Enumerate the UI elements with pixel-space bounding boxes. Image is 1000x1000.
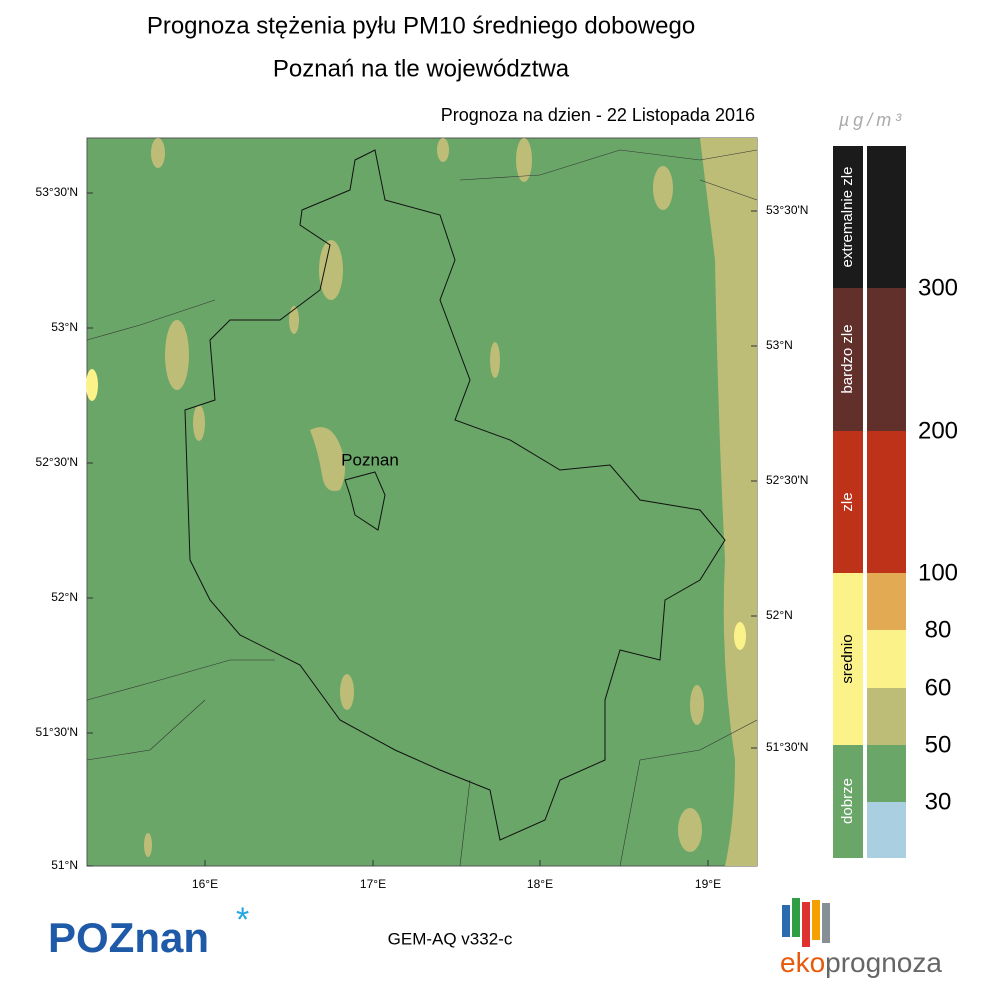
- lon-label: 19°E: [695, 877, 721, 891]
- lat-label: 53°30'N: [36, 185, 78, 199]
- legend-swatch: [833, 288, 863, 431]
- legend-swatch: [867, 573, 906, 630]
- pollution-area: [340, 674, 354, 710]
- legend-swatch: [867, 431, 906, 573]
- voivodeship-border: [184, 149, 726, 841]
- legend-threshold: 30: [925, 788, 952, 815]
- lat-label: 51°30'N: [766, 740, 808, 754]
- pollution-area: [700, 138, 757, 866]
- pollution-area: [144, 833, 152, 857]
- lon-label: 18°E: [527, 877, 553, 891]
- legend-threshold: 50: [925, 731, 952, 758]
- lat-label: 51°N: [51, 858, 78, 872]
- legend-threshold: 300: [918, 274, 958, 301]
- title: Prognoza stężenia pyłu PM10 średniego do…: [147, 12, 695, 39]
- pollution-area: [319, 240, 343, 300]
- legend-swatch: [867, 745, 906, 802]
- pollution-area: [516, 138, 532, 182]
- lat-label: 52°N: [51, 590, 78, 604]
- pollution-area: [289, 306, 299, 334]
- brand-prefix: eko: [780, 947, 825, 978]
- legend-swatch: [867, 688, 906, 745]
- legend-swatch: [833, 573, 863, 745]
- pollution-area: [734, 622, 746, 650]
- city-logo: POZnan: [48, 914, 209, 961]
- lat-label: 51°30'N: [36, 725, 78, 739]
- lat-label: 53°30'N: [766, 203, 808, 217]
- pollution-area: [437, 138, 449, 162]
- legend-category: bardzo zle: [839, 324, 856, 393]
- brand-rest: prognoza: [825, 947, 942, 978]
- pollution-area: [490, 342, 500, 378]
- pollution-area: [678, 808, 702, 852]
- legend-category: srednio: [839, 634, 856, 683]
- legend-swatch: [833, 745, 863, 858]
- legend-category: zle: [839, 492, 856, 511]
- pollution-area: [165, 320, 189, 390]
- brand-logo: ekoprognoza: [780, 947, 942, 978]
- subtitle: Poznań na tle województwa: [273, 55, 570, 82]
- legend-swatch: [867, 802, 906, 858]
- legend-threshold: 200: [918, 417, 958, 444]
- pollution-area: [151, 138, 165, 168]
- lat-label: 52°30'N: [36, 455, 78, 469]
- lat-label: 53°N: [51, 320, 78, 334]
- legend-category: dobrze: [839, 778, 856, 824]
- legend: µg/m³ extremalnie zle bardzo zle zle sredni…: [833, 110, 958, 858]
- legend-swatch: [867, 146, 906, 288]
- footer: POZnan * GEM-AQ v332-c ekoprognoza: [48, 898, 942, 978]
- pollution-area: [86, 369, 98, 401]
- pollution-area: [690, 685, 704, 725]
- lat-label: 53°N: [766, 338, 793, 352]
- map: Poznan: [86, 137, 758, 867]
- pollution-area: [310, 427, 345, 491]
- legend-swatch: [833, 146, 863, 288]
- pollution-area: [653, 166, 673, 210]
- map-frame: [86, 137, 758, 867]
- pollution-area: [193, 405, 205, 441]
- lat-label: 52°30'N: [766, 473, 808, 487]
- legend-threshold: 100: [918, 559, 958, 586]
- legend-unit: µg/m³: [838, 110, 905, 130]
- legend-swatch: [867, 630, 906, 688]
- city-border: [344, 471, 386, 531]
- legend-category: extremalnie zle: [839, 167, 856, 268]
- city-label: Poznan: [341, 450, 399, 469]
- legend-swatch: [833, 431, 863, 573]
- legend-threshold: 60: [925, 674, 952, 701]
- lon-label: 17°E: [360, 877, 386, 891]
- model-name: GEM-AQ v332-c: [388, 929, 513, 948]
- legend-swatch: [867, 288, 906, 431]
- logo-star: *: [236, 901, 249, 939]
- lon-label: 16°E: [192, 877, 218, 891]
- legend-threshold: 80: [925, 616, 952, 643]
- brand-icon: [782, 898, 830, 947]
- region-border: [86, 149, 758, 867]
- forecast-date: Prognoza na dzien - 22 Listopada 2016: [441, 105, 755, 125]
- lat-label: 52°N: [766, 608, 793, 622]
